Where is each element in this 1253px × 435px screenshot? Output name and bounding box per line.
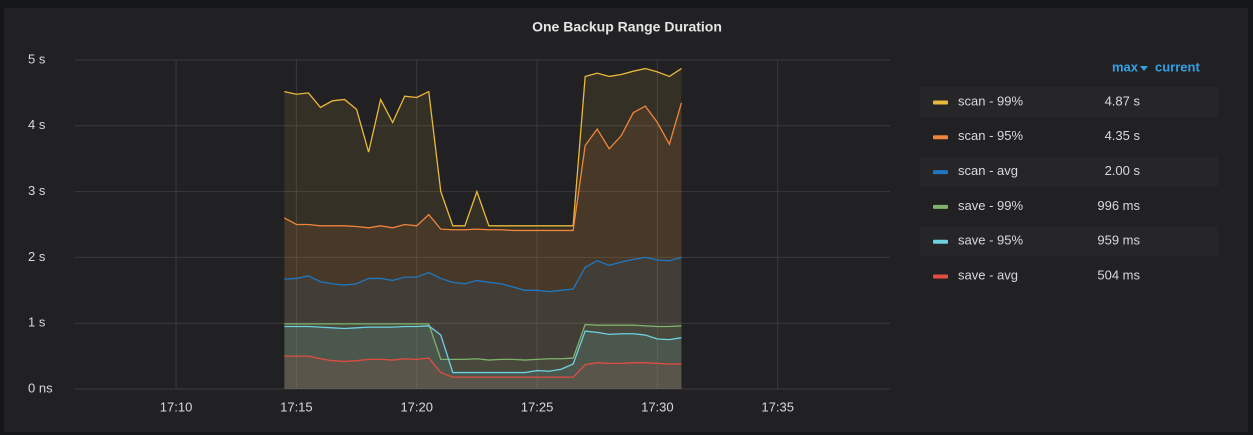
series-line [284, 323, 682, 361]
x-tick-label: 17:10 [160, 399, 193, 414]
legend-row [920, 156, 1218, 187]
area-fill [284, 257, 682, 389]
y-tick-label: 3 s [28, 183, 46, 198]
legend-swatch [933, 135, 948, 140]
legend-row [920, 191, 1218, 222]
legend-max: 4.35 s [1105, 128, 1141, 143]
chart-title: One Backup Range Duration [532, 19, 722, 35]
areas [284, 68, 682, 390]
legend-row [920, 261, 1218, 291]
y-tick-label: 1 s [28, 315, 46, 330]
legend-swatch [933, 239, 948, 244]
legend-label: scan - 95% [958, 128, 1023, 143]
grid: 0 ns 1 s 2 s 3 s 4 s 5 s 17:10 17:15 17:20 17:25 1… [28, 51, 890, 414]
legend-max: 504 ms [1097, 267, 1140, 282]
series-line [284, 256, 682, 293]
legend-swatch [933, 170, 948, 175]
y-tick-label: 4 s [28, 117, 46, 132]
legend-max: 996 ms [1097, 198, 1140, 213]
x-tick-label: 17:35 [761, 399, 794, 414]
legend-row [920, 121, 1218, 152]
legend: max current scan - 99% 4.87 s scan - 95% 4.35… [920, 59, 1218, 291]
legend-label: scan - avg [958, 163, 1018, 178]
lines [284, 67, 683, 378]
legend-max: 2.00 s [1105, 163, 1141, 178]
legend-label: save - avg [958, 267, 1018, 282]
legend-label: scan - 99% [958, 93, 1023, 108]
area-fill [284, 356, 682, 389]
legend-max: 4.87 s [1105, 93, 1141, 108]
legend-row [920, 87, 1218, 117]
legend-header: max [1112, 59, 1139, 74]
series-line [284, 325, 682, 374]
legend-label: save - 95% [958, 233, 1023, 248]
sort-icon [1140, 66, 1148, 71]
area-fill [284, 102, 682, 390]
legend-header: current [1155, 59, 1200, 74]
area-fill [284, 68, 682, 389]
legend-row [920, 226, 1218, 257]
x-tick-label: 17:25 [521, 399, 554, 414]
area-fill [284, 325, 682, 389]
legend-label: save - 99% [958, 198, 1023, 213]
legend-max: 959 ms [1097, 233, 1140, 248]
series-line [284, 102, 683, 232]
x-tick-label: 17:30 [641, 399, 674, 414]
legend-swatch [933, 204, 948, 209]
y-tick-label: 5 s [28, 51, 46, 66]
series-line [284, 67, 682, 227]
legend-swatch [933, 100, 948, 105]
x-tick-label: 17:20 [400, 399, 433, 414]
y-tick-label: 2 s [28, 249, 46, 264]
legend-swatch [933, 274, 948, 279]
series-line [284, 355, 682, 378]
y-tick-label: 0 ns [28, 380, 53, 395]
x-tick-label: 17:15 [280, 399, 313, 414]
